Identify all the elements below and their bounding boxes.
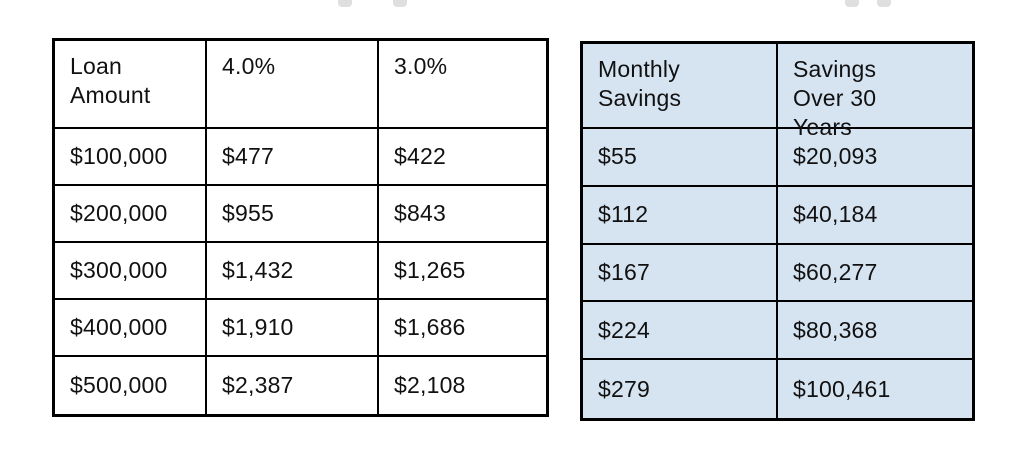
rate-3-0-cell: $422 <box>379 129 546 186</box>
loan-amount-cell: $300,000 <box>55 243 207 300</box>
rate-4-0-cell: $2,387 <box>207 357 379 414</box>
loan-amount-cell: $200,000 <box>55 186 207 243</box>
monthly-savings-cell: $55 <box>583 129 778 187</box>
loan-amount-cell: $500,000 <box>55 357 207 414</box>
rate-3-0-cell: $1,265 <box>379 243 546 300</box>
monthly-savings-cell: $224 <box>583 302 778 361</box>
header-cell-savings-30-years: Savings Over 30 Years <box>778 44 972 140</box>
rate-3-0-cell: $1,686 <box>379 300 546 357</box>
rate-4-0-cell: $955 <box>207 186 379 243</box>
savings-30yr-cell: $100,461 <box>793 375 891 402</box>
savings-30yr-cell: $60,277 <box>778 245 972 303</box>
monthly-savings-cell: $279 <box>583 360 778 418</box>
loan-amount-cell: $400,000 <box>55 300 207 357</box>
savings-30yr-cell: $40,184 <box>778 187 972 245</box>
rate-3-0-cell: $843 <box>379 186 546 243</box>
monthly-savings-cell: $167 <box>583 244 778 303</box>
savings-30yr-cell: $80,368 <box>778 302 972 361</box>
rate-4-0-cell: $477 <box>207 129 379 186</box>
rate-4-0-cell: $1,910 <box>207 300 379 357</box>
monthly-savings-cell: $112 <box>583 186 778 245</box>
rate-3-0-cell: $2,108 <box>394 372 466 398</box>
cropped-text-remnant <box>845 0 859 7</box>
cropped-text-remnant <box>393 0 407 7</box>
savings-30yr-cell: $20,093 <box>778 129 972 187</box>
header-cell-rate-4-0: 4.0% <box>207 41 379 129</box>
header-cell-loan-amount: Loan Amount <box>55 41 207 129</box>
cropped-text-remnant <box>877 0 891 7</box>
savings-highlight-panel: Monthly Savings Savings Over 30 Years $5… <box>580 41 975 421</box>
loan-comparison-table: Loan Amount 4.0% 3.0% $100,000 $477 $422… <box>52 38 549 417</box>
rate-4-0-cell: $1,432 <box>207 243 379 300</box>
loan-amount-cell: $100,000 <box>55 129 207 186</box>
cropped-text-remnant <box>338 0 352 7</box>
header-cell-rate-3-0: 3.0% <box>379 41 546 129</box>
header-cell-monthly-savings: Monthly Savings <box>583 44 778 129</box>
